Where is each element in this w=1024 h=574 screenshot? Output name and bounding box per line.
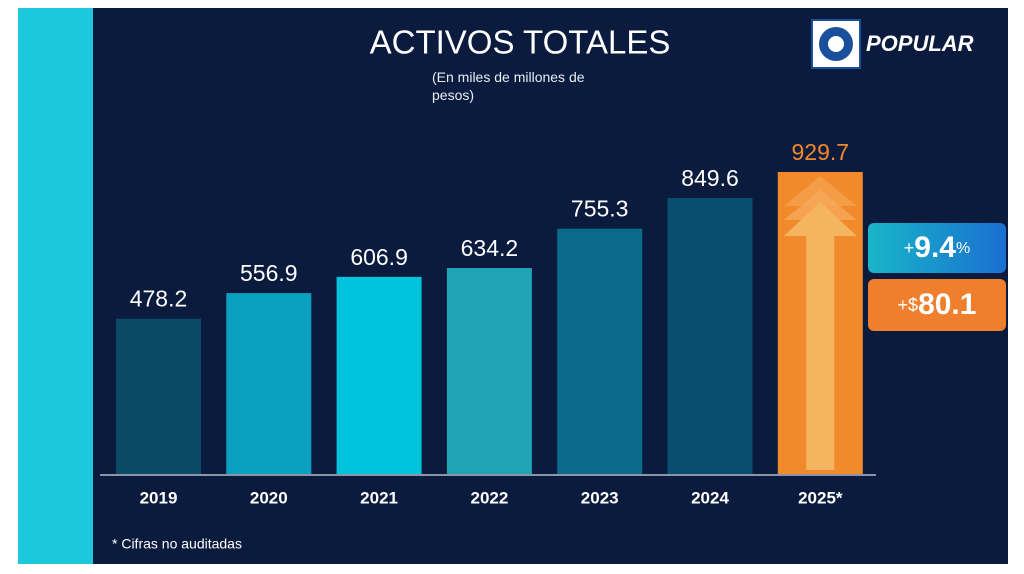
value-label: 929.7	[792, 139, 850, 165]
badge-text: +9.4%	[904, 231, 970, 264]
chart-title: ACTIVOS TOTALES	[370, 24, 671, 61]
bar	[446, 267, 532, 474]
bar	[557, 228, 643, 474]
x-tick-label: 2021	[360, 488, 398, 507]
bar	[336, 276, 422, 474]
x-tick-label: 2025*	[798, 488, 843, 507]
logo-icon-center	[828, 36, 844, 52]
badge-prefix: +	[904, 238, 915, 258]
value-label: 849.6	[681, 165, 739, 191]
badge-text: +$80.1	[898, 288, 977, 321]
bar	[667, 198, 753, 475]
chart-subtitle: (En miles de millones de pesos)	[432, 69, 585, 103]
growth-abs-badge	[868, 279, 1006, 331]
x-tick-label: 2019	[140, 488, 178, 507]
x-tick-label: 2024	[691, 488, 729, 507]
value-label: 556.9	[240, 260, 298, 286]
footnote: * Cifras no auditadas	[112, 536, 242, 552]
badge-value: 80.1	[918, 288, 976, 321]
badge-value: 9.4	[914, 231, 956, 264]
logo-text: POPULAR	[866, 31, 974, 56]
value-label: 478.2	[130, 286, 188, 312]
bar	[116, 318, 201, 474]
growth-pct-badge	[868, 223, 1006, 273]
bar	[226, 293, 312, 474]
arrow	[783, 202, 857, 470]
value-label: 634.2	[461, 235, 519, 261]
x-tick-label: 2022	[470, 488, 508, 507]
x-tick-label: 2020	[250, 488, 288, 507]
badge-prefix: +$	[898, 295, 919, 315]
value-label: 606.9	[350, 244, 408, 270]
value-label: 755.3	[571, 196, 629, 222]
x-tick-label: 2023	[581, 488, 619, 507]
side-strip	[18, 8, 94, 564]
logo: POPULAR	[811, 19, 974, 69]
badge-suffix: %	[956, 240, 970, 257]
